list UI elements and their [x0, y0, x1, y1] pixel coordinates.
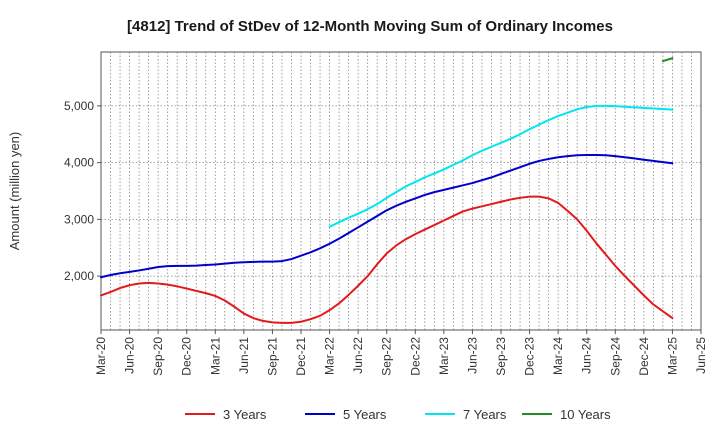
x-tick-label: Mar-25: [665, 337, 679, 375]
series-line-3-years: [100, 195, 674, 324]
x-tick-label: Jun-22: [351, 337, 365, 374]
y-tick-label: 3,000: [64, 212, 94, 226]
legend-label-7-years: 7 Years: [463, 407, 507, 422]
y-tick-label: 5,000: [64, 99, 94, 113]
y-tick-label: 4,000: [64, 156, 94, 170]
x-tick-label: Sep-23: [494, 337, 508, 376]
x-tick-label: Jun-23: [465, 337, 479, 374]
x-tick-label: Dec-21: [294, 337, 308, 376]
legend-label-3-years: 3 Years: [223, 407, 267, 422]
series-line-5-years: [100, 153, 674, 279]
legend-label-5-years: 5 Years: [343, 407, 387, 422]
x-tick-label: Mar-22: [323, 337, 337, 375]
y-tick-label: 2,000: [64, 269, 94, 283]
legend-label-10-years: 10 Years: [560, 407, 611, 422]
series-lines: [100, 57, 674, 324]
legend: 3 Years 5 Years 7 Years 10 Years: [185, 407, 611, 422]
x-tick-label: Jun-25: [694, 337, 708, 374]
chart-title: [4812] Trend of StDev of 12-Month Moving…: [127, 18, 613, 35]
x-tick-label: Dec-20: [180, 337, 194, 376]
x-tick-label: Mar-24: [551, 337, 565, 375]
x-axis-ticks: Mar-20 Jun-20 Sep-20 Dec-20 Mar-21 Jun-21 Sep-…: [94, 330, 708, 376]
y-axis-ticks: 2,000 3,000 4,000 5,000: [64, 99, 101, 283]
x-tick-label: Mar-23: [437, 337, 451, 375]
x-tick-label: Sep-22: [380, 337, 394, 376]
x-tick-label: Dec-23: [523, 337, 537, 376]
plot-frame: [100, 51, 702, 331]
x-tick-label: Dec-22: [408, 337, 422, 376]
x-tick-label: Jun-20: [123, 337, 137, 374]
x-tick-label: Mar-20: [94, 337, 108, 375]
x-tick-label: Dec-24: [637, 337, 651, 376]
x-tick-label: Sep-20: [151, 337, 165, 376]
series-line-7-years: [328, 104, 674, 228]
x-tick-label: Jun-21: [237, 337, 251, 374]
x-tick-label: Sep-21: [265, 337, 279, 376]
series-line-10-years: [661, 57, 674, 63]
x-tick-label: Sep-24: [608, 337, 622, 376]
grid-lines: [100, 52, 702, 330]
x-tick-label: Mar-21: [208, 337, 222, 375]
y-axis-label: Amount (million yen): [7, 132, 22, 251]
x-tick-label: Jun-24: [580, 337, 594, 374]
